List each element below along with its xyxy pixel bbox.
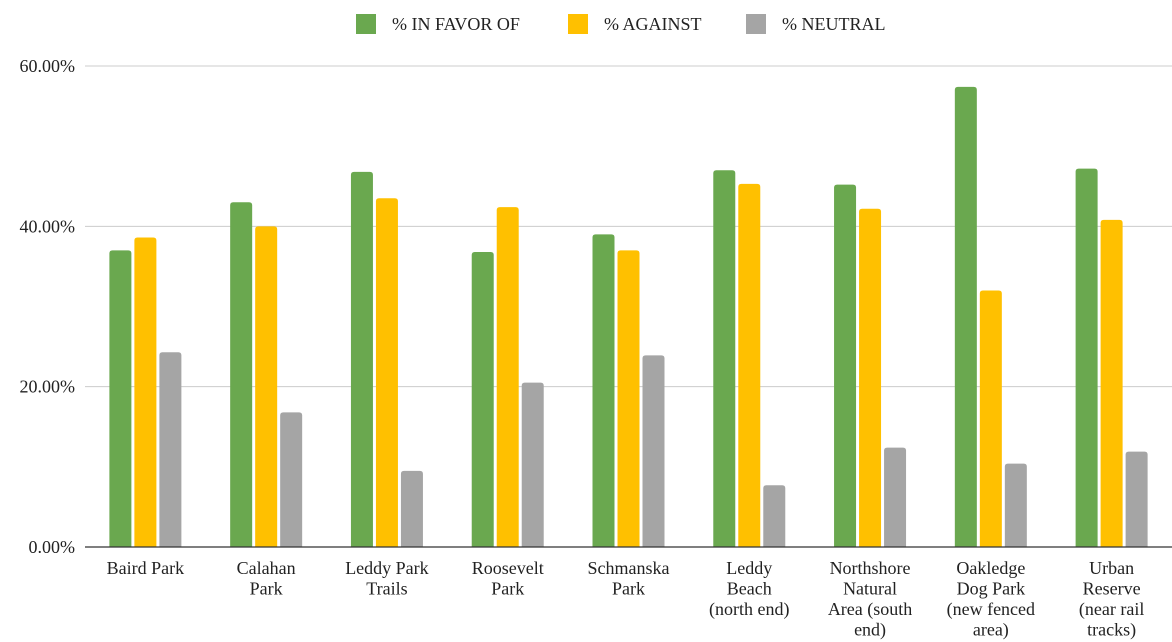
bar xyxy=(109,250,132,547)
bar xyxy=(738,183,761,547)
x-category-label-line: (new fenced xyxy=(947,599,1035,620)
bar xyxy=(979,290,1002,547)
bar xyxy=(954,86,977,548)
bar xyxy=(713,170,736,547)
x-category-label: Schmanska Park xyxy=(588,558,670,599)
bar xyxy=(471,251,494,547)
y-tick-label: 40.00% xyxy=(20,216,76,236)
bar xyxy=(1100,219,1123,548)
x-category-label-line: Trails xyxy=(366,579,407,599)
x-category-label-line: Park xyxy=(491,579,524,599)
x-category-label-line: Leddy xyxy=(726,558,772,578)
bar xyxy=(280,412,303,547)
x-category-label-line: Leddy Park xyxy=(345,558,428,578)
x-category-label-line: Schmanska xyxy=(588,558,670,578)
bar xyxy=(642,355,665,547)
x-category-label: Leddy Park Trails xyxy=(345,558,428,599)
y-tick-label: 0.00% xyxy=(29,537,76,557)
legend-label: % AGAINST xyxy=(604,14,702,34)
x-category-label: Baird Park xyxy=(107,558,184,578)
bar xyxy=(617,250,640,547)
x-category-label: Calahan Park xyxy=(237,558,296,599)
bar xyxy=(230,202,253,548)
x-category-label-line: Beach xyxy=(727,579,772,599)
x-category-label: Northshore Natural Area (south end) xyxy=(828,558,912,641)
bar xyxy=(521,382,544,547)
bar xyxy=(884,447,907,547)
bar xyxy=(134,237,157,547)
bar xyxy=(496,207,519,548)
x-category-label-line: Park xyxy=(250,579,283,599)
bar xyxy=(375,198,398,547)
bar xyxy=(859,208,882,548)
x-category-label-line: Northshore xyxy=(830,558,911,578)
x-category-label-line: Calahan xyxy=(237,558,296,578)
x-category-label: Urban Reserve (near rail tracks) xyxy=(1079,558,1144,641)
x-category-label-line: Area (south xyxy=(828,599,912,620)
bar xyxy=(834,184,857,547)
x-category-label-line: Urban xyxy=(1089,558,1134,578)
y-tick-label: 20.00% xyxy=(20,377,76,397)
x-category-label: Roosevelt Park xyxy=(472,558,544,599)
legend-swatch xyxy=(568,14,588,34)
bar xyxy=(400,470,423,547)
x-category-label-line: Park xyxy=(612,579,645,599)
bars xyxy=(109,86,1148,548)
bar xyxy=(592,234,615,547)
x-category-label-line: Oakledge xyxy=(956,558,1025,578)
legend-swatch xyxy=(356,14,376,34)
bar xyxy=(255,226,278,548)
x-category-label-line: Natural xyxy=(843,579,897,599)
bar xyxy=(350,171,373,547)
legend-label: % IN FAVOR OF xyxy=(392,14,520,34)
y-axis-ticks: 0.00% 20.00% 40.00% 60.00% xyxy=(20,56,76,557)
bar xyxy=(1075,168,1098,547)
x-category-label-line: Dog Park xyxy=(957,579,1026,599)
x-category-label-line: Baird Park xyxy=(107,558,184,578)
bar xyxy=(159,352,182,547)
x-category-label-line: Roosevelt xyxy=(472,558,544,578)
legend: % IN FAVOR OF % AGAINST % NEUTRAL xyxy=(356,14,885,34)
x-category-label-line: tracks) xyxy=(1087,620,1136,641)
x-category-label-line: (north end) xyxy=(709,599,789,620)
y-tick-label: 60.00% xyxy=(20,56,76,76)
x-category-label: Oakledge Dog Park (new fenced area) xyxy=(947,558,1035,641)
legend-swatch xyxy=(746,14,766,34)
x-category-label-line: (near rail xyxy=(1079,599,1144,620)
x-category-label: Leddy Beach (north end) xyxy=(709,558,789,620)
x-category-label-line: area) xyxy=(973,620,1009,641)
bar xyxy=(763,485,786,547)
legend-label: % NEUTRAL xyxy=(782,14,885,34)
bar xyxy=(1004,463,1027,547)
bar xyxy=(1125,451,1148,547)
x-category-label-line: end) xyxy=(854,620,886,641)
x-category-label-line: Reserve xyxy=(1083,579,1141,599)
